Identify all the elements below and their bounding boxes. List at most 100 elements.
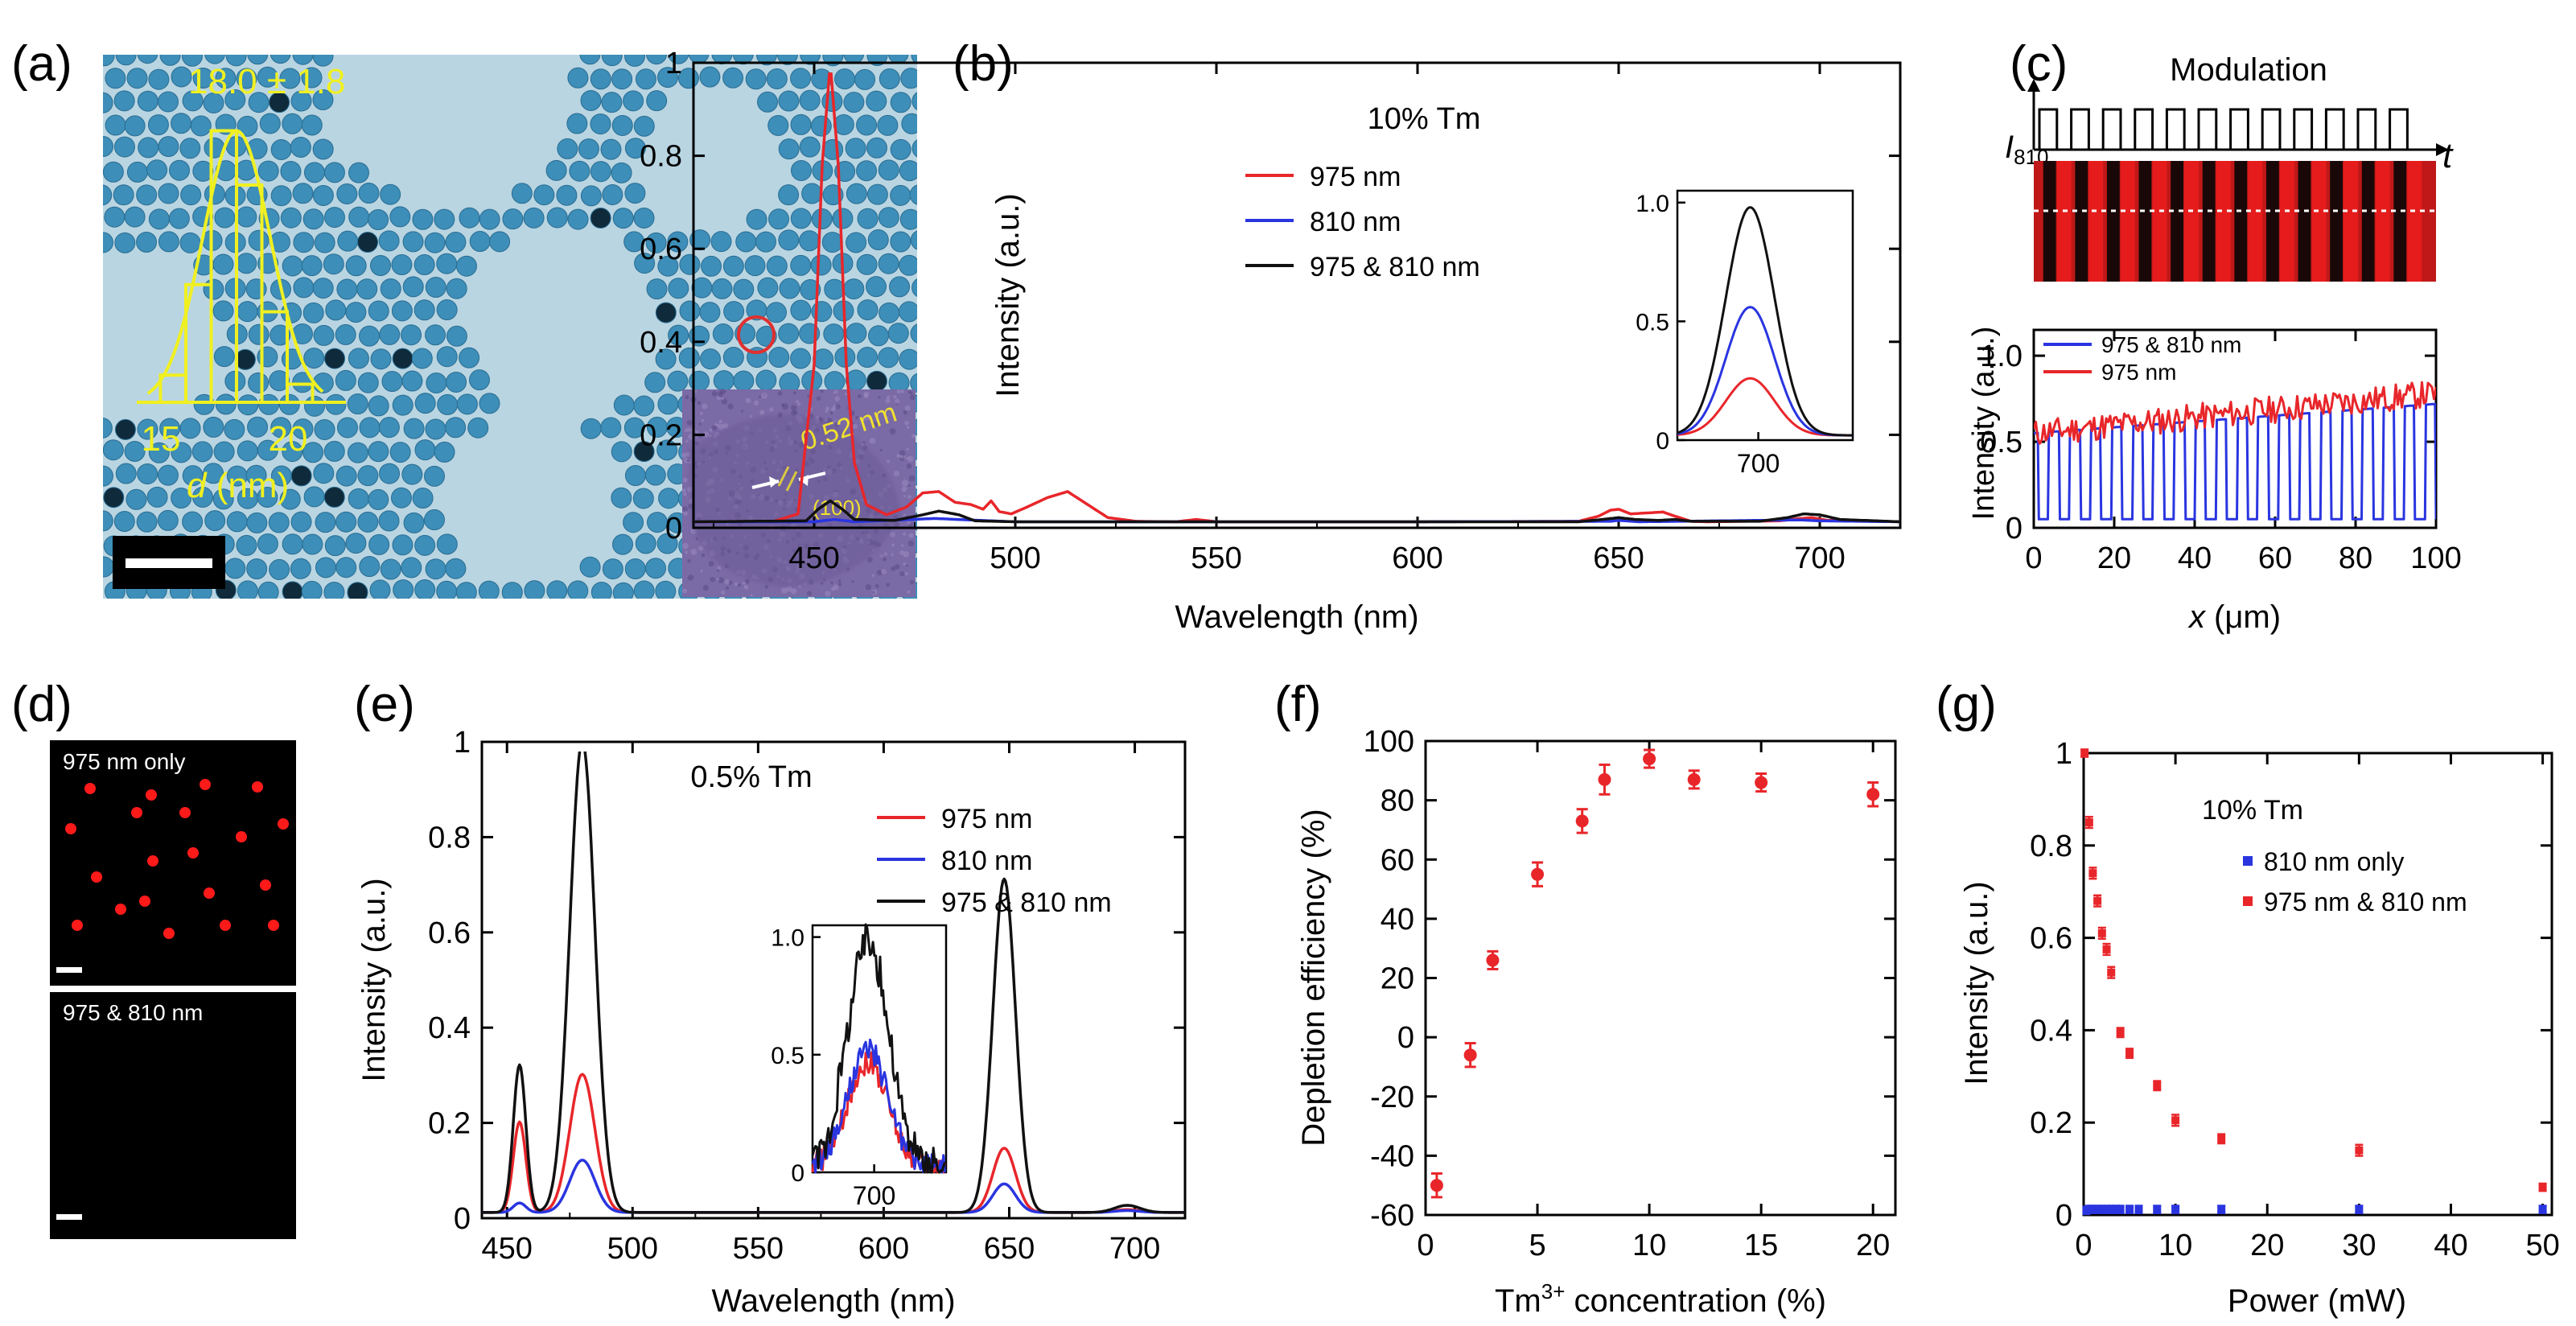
nanoparticle — [358, 183, 380, 204]
nanoparticle — [237, 394, 259, 416]
nanoparticle — [113, 511, 135, 533]
nanoparticle — [436, 580, 458, 599]
nanoparticle — [790, 348, 812, 369]
nanoparticle — [301, 114, 323, 136]
nanoparticle — [790, 113, 812, 135]
nanoparticle — [910, 373, 917, 393]
dark-stripe — [2330, 161, 2343, 282]
nanoparticle — [212, 300, 234, 322]
nanoparticle — [146, 159, 168, 181]
hrtem-speckle — [764, 584, 769, 589]
hrtem-speckle — [833, 584, 839, 591]
nanoparticle — [778, 184, 800, 206]
chart-title: 10% Tm — [2202, 795, 2303, 826]
nanoparticle — [314, 418, 335, 440]
data-point — [2171, 1205, 2180, 1214]
nanoparticle — [712, 323, 734, 345]
nanoparticle — [345, 533, 367, 554]
bright-stripe — [2311, 161, 2327, 282]
bright-stripe — [2279, 161, 2294, 282]
nanoparticle — [899, 348, 917, 370]
nanoparticle — [293, 277, 315, 299]
hrtem-speckle — [886, 583, 891, 587]
nanoparticle — [292, 418, 314, 440]
nanoparticle — [103, 556, 114, 578]
data-point — [2116, 1205, 2125, 1214]
hrtem-speckle — [716, 569, 720, 572]
nanoparticle — [436, 533, 458, 555]
histogram-xtick-20: 20 — [269, 419, 308, 459]
data-point — [2102, 945, 2111, 953]
nanoparticle — [269, 370, 290, 392]
hrtem-speckle — [708, 561, 714, 567]
nanoparticle — [899, 208, 917, 230]
nanoparticle — [467, 417, 489, 439]
nanoparticle — [378, 230, 400, 252]
luminescent-particle — [220, 920, 231, 931]
hrtem-speckle — [734, 582, 739, 587]
nanoparticle — [356, 278, 378, 300]
nanoparticle — [390, 487, 412, 509]
nanoparticle — [502, 208, 524, 230]
x-tick-label: 100 — [2410, 542, 2461, 575]
y-tick-label: 1 — [2055, 737, 2072, 771]
dark-stripe — [2106, 161, 2120, 282]
hrtem-speckle — [909, 391, 913, 395]
nanoparticle — [533, 184, 555, 206]
nanoparticle — [323, 207, 345, 229]
nanoparticle — [214, 207, 236, 229]
nanoparticle — [811, 208, 833, 230]
nanoparticle — [126, 68, 148, 89]
y-tick-label: 0.8 — [428, 821, 471, 854]
nanoparticle — [137, 90, 158, 112]
nanoparticle — [179, 232, 201, 253]
nanoparticle — [391, 254, 413, 276]
panel-label-e: (e) — [354, 677, 415, 732]
nanoparticle — [545, 159, 567, 181]
nanoparticle — [270, 324, 291, 346]
hrtem-speckle — [718, 577, 725, 583]
nanoparticle — [401, 557, 422, 579]
hrtem-speckle — [825, 410, 828, 413]
x-tick-label: 600 — [858, 1232, 909, 1266]
hrtem-speckle — [837, 583, 842, 587]
nanoparticle — [113, 90, 135, 112]
nanoparticle — [290, 90, 312, 112]
nanoparticle — [370, 348, 392, 370]
intensity-axis-arrow — [2027, 79, 2040, 92]
nanoparticle — [699, 66, 721, 88]
nanoparticle — [335, 557, 357, 579]
y-tick-label: 60 — [1381, 843, 1414, 877]
hrtem-speckle — [698, 546, 704, 551]
nanoparticle — [213, 441, 235, 463]
nanoparticle — [203, 416, 224, 438]
hrtem-speckle — [876, 570, 883, 576]
nanoparticle — [723, 301, 745, 323]
nanoparticle — [293, 232, 315, 253]
nanoparticle — [304, 395, 326, 417]
nanoparticle — [757, 91, 779, 113]
nanoparticle — [378, 510, 400, 532]
x-axis-label: Wavelength (nm) — [711, 1283, 955, 1319]
hrtem-speckle — [685, 427, 690, 432]
image-top-label: 975 nm only — [63, 749, 186, 774]
image-975-810 — [50, 992, 296, 1239]
nanoparticle — [301, 255, 323, 277]
nanoparticle — [924, 209, 944, 229]
nanoparticle — [392, 394, 414, 416]
legend-label: 975 & 810 nm — [941, 887, 1112, 918]
histogram-bar — [260, 310, 289, 404]
hrtem-speckle — [885, 397, 891, 404]
nanoparticle — [312, 138, 334, 160]
nanoparticle — [126, 161, 148, 183]
plot-frame — [2082, 752, 2553, 1217]
data-point — [2093, 896, 2102, 905]
nanoparticle — [124, 115, 146, 137]
nanoparticle — [357, 372, 379, 393]
nanoparticle — [248, 92, 270, 113]
nanoparticle — [378, 417, 400, 439]
nanoparticle — [711, 55, 733, 65]
nanoparticle — [225, 55, 247, 67]
dark-stripe — [2265, 161, 2279, 282]
data-point — [2102, 1205, 2111, 1214]
